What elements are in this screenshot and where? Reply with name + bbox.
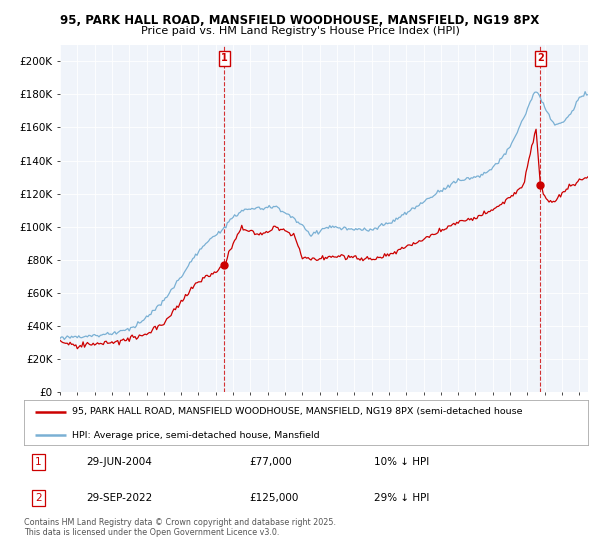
Text: 29% ↓ HPI: 29% ↓ HPI	[374, 493, 429, 503]
Text: 1: 1	[35, 457, 41, 467]
Text: 29-SEP-2022: 29-SEP-2022	[86, 493, 152, 503]
Text: HPI: Average price, semi-detached house, Mansfield: HPI: Average price, semi-detached house,…	[72, 431, 320, 440]
Text: 10% ↓ HPI: 10% ↓ HPI	[374, 457, 429, 467]
Text: 95, PARK HALL ROAD, MANSFIELD WOODHOUSE, MANSFIELD, NG19 8PX: 95, PARK HALL ROAD, MANSFIELD WOODHOUSE,…	[61, 14, 539, 27]
Text: 95, PARK HALL ROAD, MANSFIELD WOODHOUSE, MANSFIELD, NG19 8PX (semi-detached hous: 95, PARK HALL ROAD, MANSFIELD WOODHOUSE,…	[72, 407, 523, 416]
Text: £125,000: £125,000	[250, 493, 299, 503]
Text: Price paid vs. HM Land Registry's House Price Index (HPI): Price paid vs. HM Land Registry's House …	[140, 26, 460, 36]
Text: £77,000: £77,000	[250, 457, 292, 467]
Text: Contains HM Land Registry data © Crown copyright and database right 2025.
This d: Contains HM Land Registry data © Crown c…	[24, 518, 336, 538]
Text: 1: 1	[221, 54, 228, 63]
Text: 2: 2	[537, 54, 544, 63]
Text: 29-JUN-2004: 29-JUN-2004	[86, 457, 152, 467]
Text: 2: 2	[35, 493, 41, 503]
